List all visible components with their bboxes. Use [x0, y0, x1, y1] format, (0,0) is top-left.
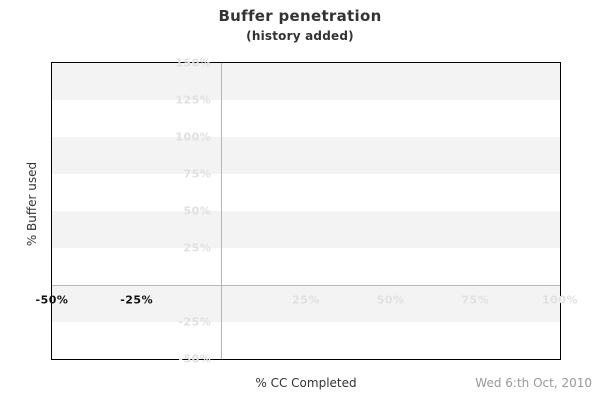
- x-tick-label: -50%: [35, 293, 69, 307]
- x-tick-label: 100%: [542, 293, 578, 307]
- zero-line-horizontal: [52, 285, 560, 286]
- plot-band: [52, 322, 560, 359]
- chart-subtitle: (history added): [246, 29, 354, 43]
- y-tick-label: 75%: [183, 167, 212, 181]
- footer-date: Wed 6:th Oct, 2010: [475, 376, 592, 390]
- y-tick-label: 125%: [175, 93, 212, 107]
- plot-band: [52, 100, 560, 137]
- x-tick-label: 75%: [461, 293, 490, 307]
- y-tick-label: 50%: [183, 204, 212, 218]
- x-tick-label: -25%: [120, 293, 154, 307]
- x-tick-label: 50%: [376, 293, 405, 307]
- y-tick-label: 25%: [183, 241, 212, 255]
- plot-band: [52, 211, 560, 248]
- y-tick-label: -25%: [178, 315, 212, 329]
- y-tick-label: 100%: [175, 130, 212, 144]
- zero-line-vertical: [221, 63, 223, 359]
- plot-band: [52, 174, 560, 211]
- plot-band: [52, 63, 560, 100]
- chart-title: Buffer penetration: [218, 7, 382, 25]
- y-tick-label: 150%: [175, 56, 212, 70]
- y-tick-label: -50%: [178, 352, 212, 366]
- plot-band: [52, 137, 560, 174]
- plot-area: 150% 125% 100% 75% 50% 25% -25% -50% -50% -25% 25%…: [36, 57, 578, 366]
- x-axis-title: % CC Completed: [255, 376, 357, 390]
- y-axis-title: % Buffer used: [25, 161, 39, 247]
- x-tick-label: 25%: [292, 293, 320, 307]
- plot-band: [52, 248, 560, 285]
- plot-band: [52, 285, 560, 322]
